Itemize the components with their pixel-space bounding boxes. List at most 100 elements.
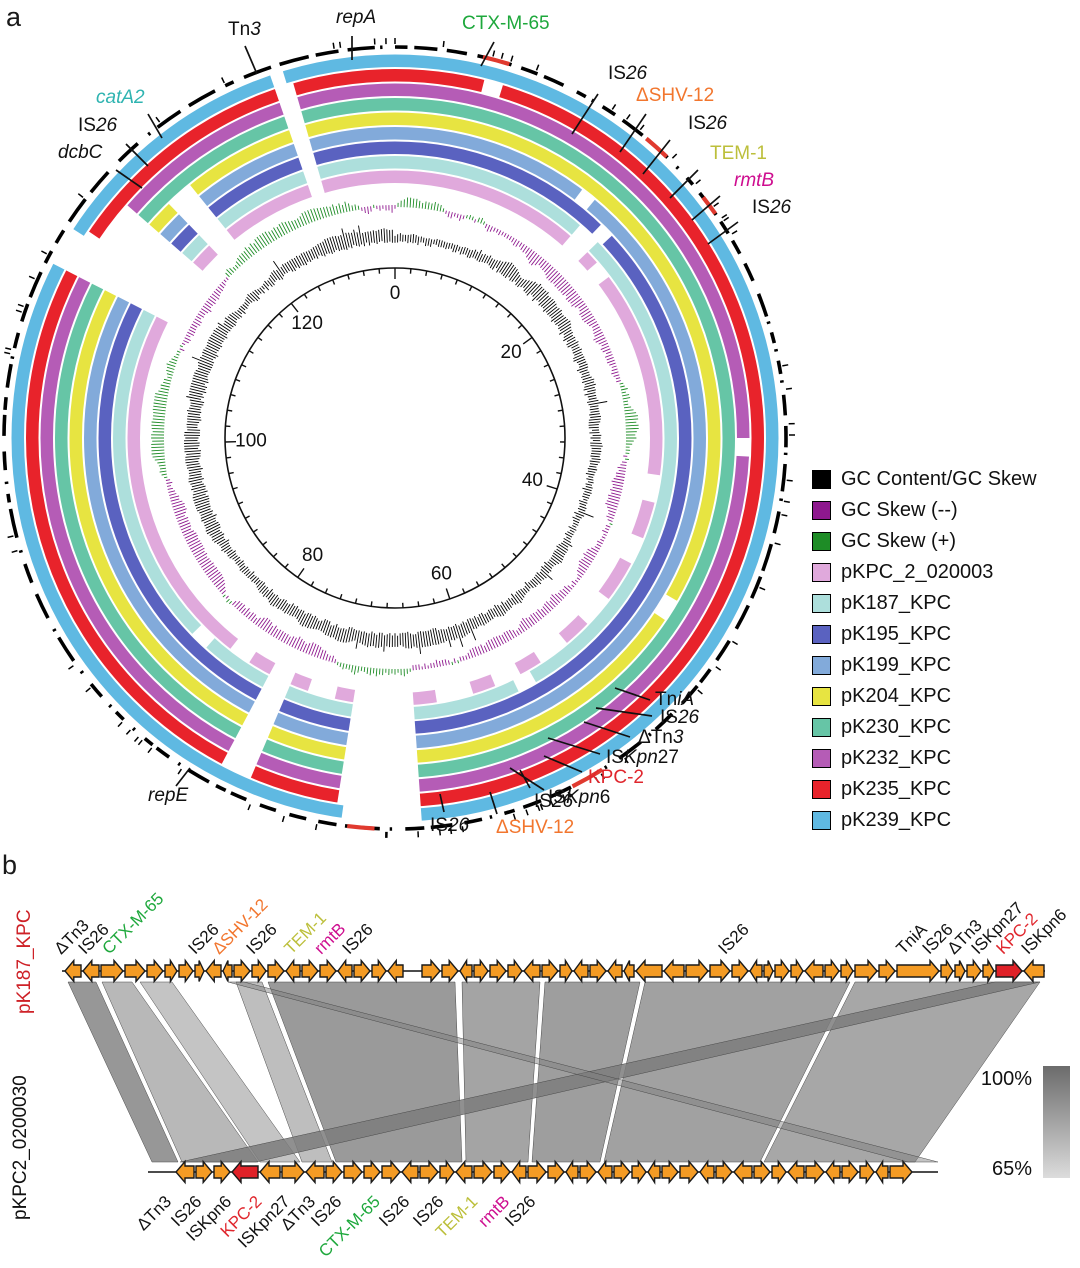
scale-number: 100: [235, 430, 267, 451]
ring-gap: [481, 79, 504, 98]
gene-arrow: [419, 1159, 439, 1185]
gene-label: repA: [336, 7, 377, 28]
legend-swatch: [812, 749, 831, 768]
gene-label: IS26: [534, 791, 574, 812]
legend-item: pK239_KPC: [812, 805, 1037, 836]
identity-scale-100: 100%: [980, 1068, 1032, 1090]
gene-arrow: [854, 958, 878, 984]
scale-number: 0: [390, 283, 401, 304]
legend: GC Content/GC Skew GC Skew (--) GC Skew (+…: [812, 464, 1037, 836]
gene-arrow: [840, 958, 854, 984]
ring-gap: [274, 82, 297, 102]
gene-arrow: [679, 1159, 699, 1185]
ring-gap: [512, 670, 537, 693]
ring-gap: [577, 590, 610, 625]
ring-gap: [344, 746, 418, 765]
identity-ribbon: [531, 981, 641, 1163]
gene-arrow: [635, 958, 663, 984]
scale-ticks: [224, 268, 566, 608]
ring-gap: [269, 662, 296, 685]
ring-gap: [143, 252, 193, 317]
gene-label: CTX-M-65: [462, 13, 550, 34]
ring-gap: [198, 218, 226, 245]
ring-gap: [269, 70, 287, 88]
gene-arrow: [251, 958, 267, 984]
gene-arrow: [473, 1159, 493, 1185]
ring-gap: [339, 775, 420, 794]
legend-swatch: [812, 811, 831, 830]
gene-arrow: [325, 1159, 343, 1185]
gene-arrow: [663, 958, 685, 984]
gene-arrow: [441, 958, 459, 984]
legend-label: pKPC_2_020003: [841, 561, 994, 583]
gene-arrow: [787, 1159, 805, 1185]
gene-arrow: [371, 958, 387, 984]
ring-gap: [168, 184, 199, 214]
gene-label: TniA: [655, 689, 695, 710]
legend-label: GC Content/GC Skew: [841, 468, 1037, 490]
gc-skew-positive: [151, 197, 639, 677]
gene-arrow: [733, 1159, 753, 1185]
ring-gap: [653, 594, 678, 621]
gene-arrow: [527, 1159, 547, 1185]
legend-label: GC Skew (+): [841, 530, 957, 552]
ring-gap: [574, 189, 596, 210]
gene-arrow: [305, 1159, 325, 1185]
gene-arrow: [597, 1159, 613, 1185]
gene-arrow: [825, 1159, 841, 1185]
gene-arrow: [100, 958, 124, 984]
ring-gap: [208, 229, 236, 256]
legend-item: GC Skew (+): [812, 526, 1037, 557]
gene-arrow: [878, 958, 896, 984]
ring-gap: [341, 804, 422, 823]
gene-arrow: [363, 1159, 381, 1185]
gc-content-plot: [183, 225, 608, 654]
legend-swatch: [812, 656, 831, 675]
gene-arrow: [281, 1159, 305, 1185]
gene-arrow: [175, 1159, 195, 1185]
gene-arrow: [459, 958, 473, 984]
gene-arrow: [771, 1159, 787, 1185]
gene-arrow: [231, 1159, 259, 1185]
gene-arrow: [940, 958, 954, 984]
gene-arrow: [178, 958, 194, 984]
gene-arrow: [222, 960, 233, 982]
identity-ribbon: [67, 981, 179, 1163]
legend-item: pK232_KPC: [812, 743, 1037, 774]
gene-label: IS26: [430, 815, 470, 836]
gene-label: catA2: [96, 87, 145, 108]
legend-swatch: [812, 687, 831, 706]
ring-gap: [188, 206, 217, 235]
gene-arrow: [285, 958, 301, 984]
legend-swatch: [812, 718, 831, 737]
legend-item: pKPC_2_020003: [812, 557, 1037, 588]
ring-gap: [65, 231, 101, 277]
gene-arrow: [541, 958, 559, 984]
gene-arrow: [631, 1159, 647, 1185]
legend-item: pK195_KPC: [812, 619, 1037, 650]
gene-arrow: [64, 958, 82, 984]
ring-gap: [284, 110, 305, 130]
gene-arrow: [124, 958, 146, 984]
ring-gap: [302, 166, 321, 184]
gene-arrow: [213, 1159, 231, 1185]
gene-arrow: [259, 1159, 281, 1185]
gene-arrow: [1023, 958, 1045, 984]
ring-gap: [350, 703, 415, 721]
ring-gap: [434, 681, 474, 703]
legend-label: pK235_KPC: [841, 778, 952, 800]
ring-gap: [221, 752, 257, 779]
ring-pK199_KPC: [84, 127, 706, 749]
legend-label: pK204_KPC: [841, 685, 952, 707]
resistance-marker-arc: [482, 54, 510, 67]
gene-arrow: [731, 958, 749, 984]
gene-arrow: [233, 958, 251, 984]
scale-number: 80: [302, 545, 323, 566]
identity-scale-65: 65%: [991, 1158, 1032, 1180]
gene-label: TEM-1: [710, 143, 767, 164]
ring-gap: [229, 638, 257, 663]
gene-arrow: [896, 958, 940, 984]
gene-arrow: [661, 1159, 679, 1185]
ring-gap: [533, 632, 568, 663]
legend-label: GC Skew (--): [841, 499, 958, 521]
